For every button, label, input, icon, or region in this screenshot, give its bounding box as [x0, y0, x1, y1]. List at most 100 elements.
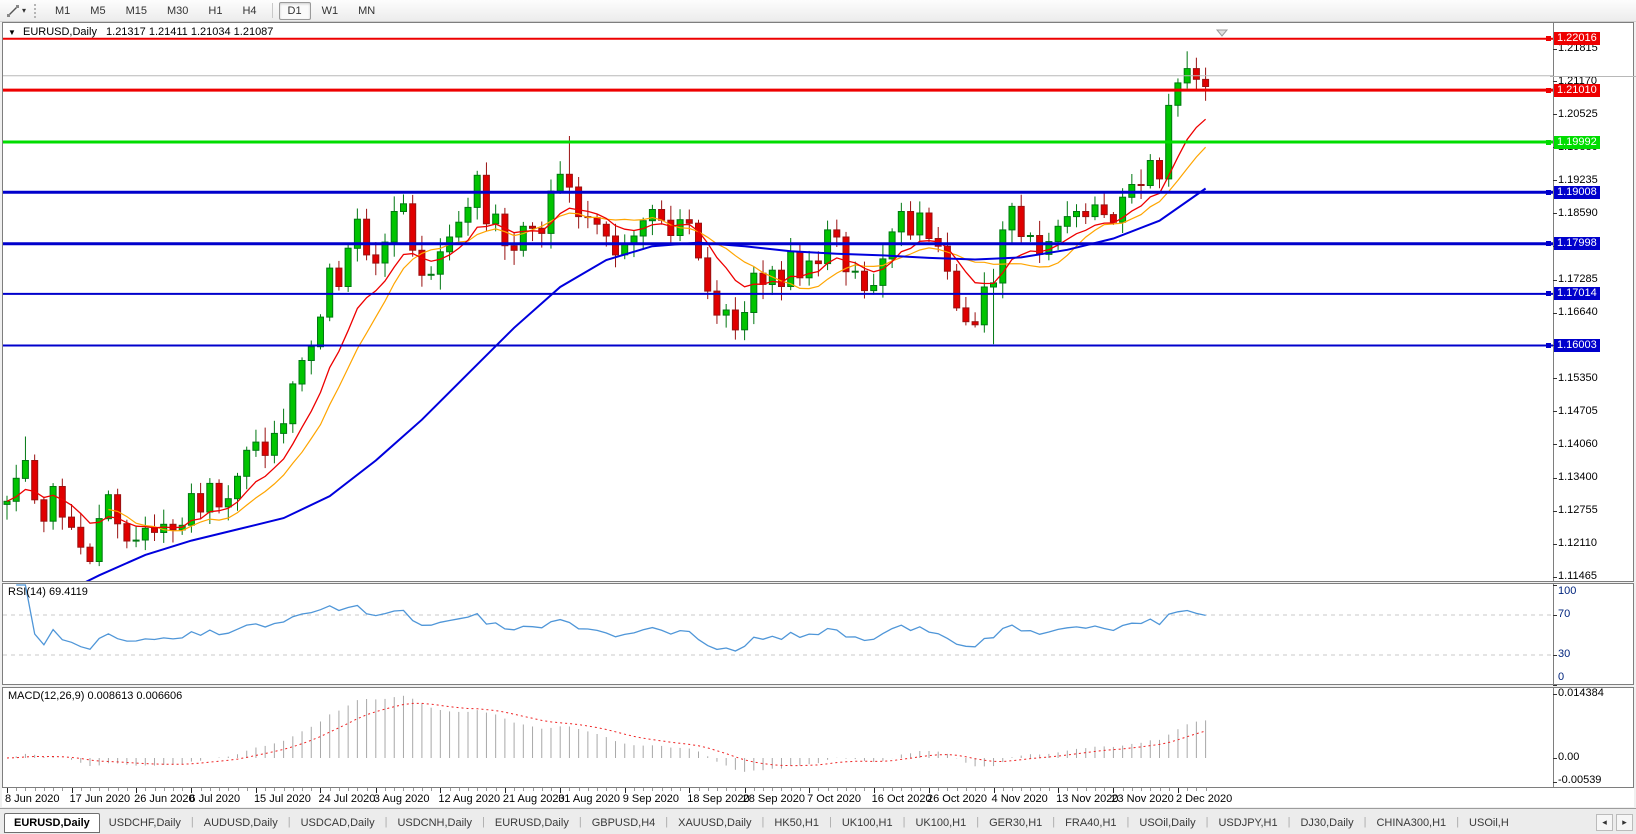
bar-tick — [1187, 788, 1189, 791]
macd-scale-label: 0.014384 — [1558, 687, 1604, 699]
tab-separator: | — [828, 816, 832, 828]
date-tick — [560, 788, 562, 793]
bar-tick — [1030, 788, 1032, 791]
bar-tick — [1141, 788, 1143, 791]
bar-tick — [781, 788, 783, 791]
rsi-tick — [1553, 685, 1557, 686]
macd-tick — [1553, 781, 1557, 783]
bar-tick — [956, 788, 958, 791]
bar-tick — [329, 788, 331, 791]
macd-plot[interactable] — [3, 688, 1633, 787]
chart-tab-DJ30-Daily[interactable]: DJ30,Daily — [1300, 816, 1354, 829]
date-label: 21 Aug 2020 — [502, 793, 565, 805]
price-tick-label: 1.18590 — [1558, 206, 1598, 219]
chart-tab-USDCNH-Daily[interactable]: USDCNH,Daily — [397, 816, 472, 829]
chart-tab-FRA40-H1[interactable]: FRA40,H1 — [1065, 816, 1117, 829]
date-tick — [1113, 788, 1115, 793]
price-tick — [1553, 477, 1557, 479]
bar-tick — [735, 788, 737, 791]
bar-tick — [680, 788, 682, 791]
timeframe-button-H1[interactable]: H1 — [208, 4, 223, 17]
bar-tick — [89, 788, 91, 791]
chart-tab-GER30-H1[interactable]: GER30,H1 — [989, 816, 1043, 829]
bar-tick — [182, 788, 184, 791]
price-tick-label: 1.17285 — [1558, 273, 1598, 286]
tab-separator: | — [1287, 816, 1291, 828]
collapse-triangle-icon[interactable]: ▼ — [8, 28, 16, 37]
date-label: 9 Sep 2020 — [622, 793, 680, 805]
bar-tick — [753, 788, 755, 791]
timeframe-button-M1[interactable]: M1 — [55, 4, 71, 17]
chart-tab-GBPUSD-H4[interactable]: GBPUSD,H4 — [591, 816, 656, 829]
macd-panel[interactable]: MACD(12,26,9) 0.008613 0.006606 — [2, 687, 1634, 788]
bar-tick — [145, 788, 147, 791]
chart-tab-UK100-H1[interactable]: UK100,H1 — [915, 816, 967, 829]
tab-separator: | — [190, 816, 194, 828]
chart-tab-USDCAD-Daily[interactable]: USDCAD,Daily — [300, 816, 375, 829]
bar-tick — [311, 788, 313, 791]
chart-tab-UK100-H1[interactable]: UK100,H1 — [841, 816, 893, 829]
bar-tick — [938, 788, 940, 791]
chart-symbol-label: EURUSD,Daily — [22, 26, 97, 38]
bar-tick — [1159, 788, 1161, 791]
rsi-panel[interactable]: RSI(14) 69.4119 — [2, 583, 1634, 685]
price-tick-label: 1.12110 — [1558, 537, 1597, 550]
chart-tab-XAUUSD-Daily[interactable]: XAUUSD,Daily — [678, 816, 752, 829]
line-studies-button[interactable]: ▾ — [3, 3, 29, 19]
bar-tick — [1094, 788, 1096, 791]
timeframe-button-M5[interactable]: M5 — [90, 4, 106, 17]
bar-tick — [209, 788, 211, 791]
bar-tick — [228, 788, 230, 791]
hline-price-badge: 1.17998 — [1546, 237, 1600, 251]
hline-price-badge: 1.19008 — [1546, 185, 1600, 199]
timeframe-button-D1[interactable]: D1 — [278, 1, 311, 20]
bar-tick — [984, 788, 986, 791]
timeframe-button-M15[interactable]: M15 — [125, 4, 147, 17]
bar-tick — [468, 788, 469, 791]
chart-tab-bar: EURUSD,Daily USDCHF,Daily | AUDUSD,Daily | US… — [0, 808, 1636, 834]
bar-tick — [1104, 788, 1106, 791]
toolbar-grip[interactable] — [34, 3, 40, 18]
hline-price-badge: 1.19992 — [1546, 135, 1600, 149]
tab-scroll-left-icon[interactable]: ◂ — [1596, 814, 1613, 831]
date-label: 26 Jun 2020 — [134, 793, 195, 805]
chart-tab-HK50-H1[interactable]: HK50,H1 — [774, 816, 819, 829]
bar-tick — [394, 788, 396, 791]
bar-tick — [523, 788, 525, 791]
badge-notch — [1546, 241, 1551, 247]
price-tick-label: 1.15350 — [1558, 371, 1598, 384]
bar-tick — [477, 788, 479, 791]
timeframe-button-W1[interactable]: W1 — [321, 4, 339, 17]
bar-tick — [532, 788, 534, 791]
chart-tab-USOil-Daily[interactable]: USOil,Daily — [1139, 816, 1196, 829]
price-tick-label: 1.14060 — [1558, 437, 1598, 450]
macd-scale-label: 0.00 — [1558, 751, 1580, 763]
bar-tick — [458, 788, 460, 791]
tab-scroll-right-icon[interactable]: ▸ — [1616, 814, 1633, 831]
macd-axis-line — [1553, 688, 1554, 787]
chart-tab-EURUSD-Daily[interactable]: EURUSD,Daily — [494, 816, 569, 829]
timeframe-button-MN[interactable]: MN — [358, 4, 376, 17]
rsi-plot[interactable] — [3, 584, 1633, 684]
chart-tab-CHINA300-H1[interactable]: CHINA300,H1 — [1376, 816, 1447, 829]
chart-tab-USOil-H[interactable]: USOil,H — [1469, 816, 1509, 829]
chart-tab-USDJPY-H1[interactable]: USDJPY,H1 — [1218, 816, 1278, 829]
bar-tick — [975, 788, 977, 791]
chart-tab-AUDUSD-Daily[interactable]: AUDUSD,Daily — [203, 816, 278, 829]
bar-tick — [578, 788, 580, 791]
timeframe-button-M30[interactable]: M30 — [166, 4, 189, 17]
price-tick — [1553, 279, 1557, 281]
toolbar-separator — [271, 3, 273, 18]
bar-tick — [34, 788, 36, 791]
timeframe-button-H4[interactable]: H4 — [242, 4, 257, 17]
chart-tab-EURUSD-Daily[interactable]: EURUSD,Daily — [4, 812, 100, 833]
chevron-down-icon: ▾ — [22, 6, 27, 15]
chart-tab-USDCHF-Daily[interactable]: USDCHF,Daily — [108, 816, 181, 829]
bar-tick — [265, 788, 267, 791]
date-tick — [136, 788, 138, 793]
bar-tick — [80, 788, 82, 791]
date-tick — [993, 788, 995, 793]
price-chart-panel[interactable]: ▼ EURUSD,Daily 1.21317 1.21411 1.21034 1… — [2, 22, 1634, 582]
bar-tick — [919, 788, 921, 791]
price-plot[interactable] — [3, 23, 1633, 581]
